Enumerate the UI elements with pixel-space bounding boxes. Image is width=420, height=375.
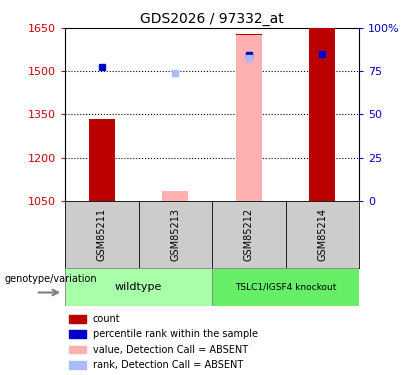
Bar bbox=[236, 35, 262, 201]
Text: GSM85213: GSM85213 bbox=[171, 208, 180, 261]
Bar bbox=[89, 118, 115, 201]
Text: rank, Detection Call = ABSENT: rank, Detection Call = ABSENT bbox=[93, 360, 243, 370]
Bar bbox=[68, 346, 86, 353]
Bar bbox=[236, 34, 262, 201]
Text: GSM85211: GSM85211 bbox=[97, 208, 107, 261]
Bar bbox=[65, 268, 212, 306]
Bar bbox=[310, 28, 335, 201]
Text: wildtype: wildtype bbox=[115, 282, 162, 292]
Text: GSM85214: GSM85214 bbox=[318, 208, 327, 261]
Text: percentile rank within the sample: percentile rank within the sample bbox=[93, 329, 257, 339]
Bar bbox=[163, 190, 188, 201]
Text: count: count bbox=[93, 314, 120, 324]
Title: GDS2026 / 97332_at: GDS2026 / 97332_at bbox=[140, 12, 284, 26]
Bar bbox=[68, 315, 86, 323]
Bar bbox=[212, 268, 359, 306]
Text: genotype/variation: genotype/variation bbox=[4, 274, 97, 284]
Bar bbox=[68, 330, 86, 338]
Text: TSLC1/IGSF4 knockout: TSLC1/IGSF4 knockout bbox=[235, 282, 336, 291]
Bar bbox=[68, 361, 86, 369]
Text: value, Detection Call = ABSENT: value, Detection Call = ABSENT bbox=[93, 345, 248, 355]
Text: GSM85212: GSM85212 bbox=[244, 208, 254, 261]
